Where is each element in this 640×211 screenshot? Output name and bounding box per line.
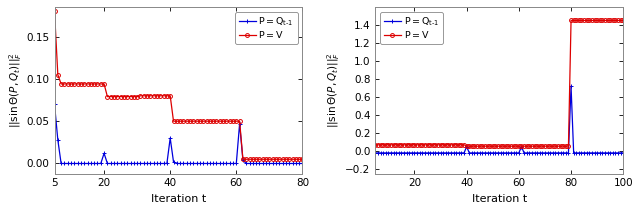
$\mathrm{P{=}Q_{t\text{-}1}}$	[405, 152, 413, 154]
$\mathrm{P{=}Q_{t\text{-}1}}$	[442, 152, 450, 154]
$\mathrm{P{=}V}$	[136, 95, 144, 97]
Y-axis label: $||\sin\Theta(P,Q_t)||_F^2$: $||\sin\Theta(P,Q_t)||_F^2$	[326, 52, 342, 128]
Y-axis label: $||\sin\Theta(P,Q_t)||_F^2$: $||\sin\Theta(P,Q_t)||_F^2$	[7, 52, 24, 128]
$\mathrm{P{=}Q_{t\text{-}1}}$	[299, 162, 307, 165]
Line: $\mathrm{P{=}V}$: $\mathrm{P{=}V}$	[52, 9, 305, 161]
$\mathrm{P{=}V}$	[463, 145, 470, 147]
$\mathrm{P{=}V}$	[209, 120, 217, 122]
$\mathrm{P{=}V}$	[499, 145, 507, 147]
$\mathrm{P{=}Q_{t\text{-}1}}$	[183, 162, 191, 165]
$\mathrm{P{=}Q_{t\text{-}1}}$	[479, 152, 486, 154]
$\mathrm{P{=}V}$	[481, 145, 489, 147]
$\mathrm{P{=}V}$	[620, 19, 627, 22]
$\mathrm{P{=}V}$	[252, 158, 260, 161]
$\mathrm{P{=}Q_{t\text{-}1}}$	[220, 162, 227, 165]
Line: $\mathrm{P{=}Q_{t\text{-}1}}$: $\mathrm{P{=}Q_{t\text{-}1}}$	[52, 102, 305, 166]
$\mathrm{P{=}Q_{t\text{-}1}}$	[212, 162, 220, 165]
X-axis label: Iteration t: Iteration t	[472, 194, 527, 204]
$\mathrm{P{=}Q_{t\text{-}1}}$	[497, 152, 504, 154]
$\mathrm{P{=}V}$	[74, 83, 81, 85]
$\mathrm{P{=}Q_{t\text{-}1}}$	[77, 162, 84, 165]
$\mathrm{P{=}V}$	[51, 10, 58, 12]
$\mathrm{P{=}Q_{t\text{-}1}}$	[51, 103, 58, 106]
$\mathrm{P{=}V}$	[405, 143, 413, 146]
$\mathrm{P{=}V}$	[371, 143, 379, 146]
$\mathrm{P{=}Q_{t\text{-}1}}$	[567, 85, 575, 88]
$\mathrm{P{=}V}$	[567, 19, 575, 22]
Line: $\mathrm{P{=}V}$: $\mathrm{P{=}V}$	[373, 19, 625, 148]
Line: $\mathrm{P{=}Q_{t\text{-}1}}$: $\mathrm{P{=}Q_{t\text{-}1}}$	[373, 84, 626, 155]
$\mathrm{P{=}Q_{t\text{-}1}}$	[371, 152, 379, 154]
$\mathrm{P{=}V}$	[239, 158, 247, 161]
$\mathrm{P{=}Q_{t\text{-}1}}$	[601, 152, 609, 154]
$\mathrm{P{=}V}$	[299, 158, 307, 161]
$\mathrm{P{=}V}$	[507, 145, 515, 147]
$\mathrm{P{=}V}$	[442, 143, 450, 146]
$\mathrm{P{=}Q_{t\text{-}1}}$	[252, 162, 260, 165]
Legend: $\mathrm{P{=}Q_{t\text{-}1}}$, $\mathrm{P{=}V}$: $\mathrm{P{=}Q_{t\text{-}1}}$, $\mathrm{…	[380, 12, 443, 44]
$\mathrm{P{=}Q_{t\text{-}1}}$	[504, 152, 512, 154]
Legend: $\mathrm{P{=}Q_{t\text{-}1}}$, $\mathrm{P{=}V}$: $\mathrm{P{=}Q_{t\text{-}1}}$, $\mathrm{…	[235, 12, 298, 44]
$\mathrm{P{=}Q_{t\text{-}1}}$	[620, 152, 627, 154]
$\mathrm{P{=}V}$	[216, 120, 223, 122]
$\mathrm{P{=}Q_{t\text{-}1}}$	[140, 162, 148, 165]
$\mathrm{P{=}Q_{t\text{-}1}}$	[57, 162, 65, 165]
$\mathrm{P{=}V}$	[180, 120, 188, 122]
X-axis label: Iteration t: Iteration t	[151, 194, 206, 204]
$\mathrm{P{=}V}$	[604, 19, 611, 22]
